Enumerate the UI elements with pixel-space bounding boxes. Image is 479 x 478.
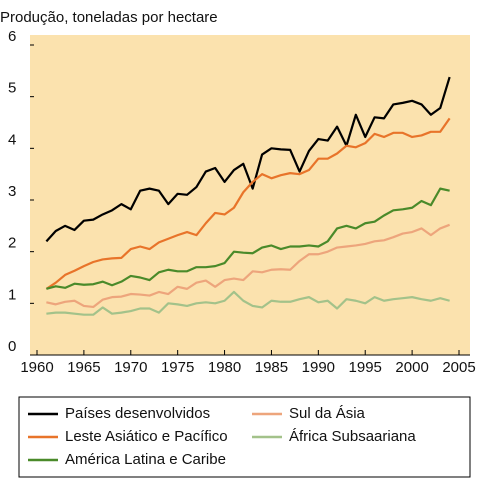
series-line bbox=[46, 290, 450, 316]
legend-box bbox=[18, 396, 471, 478]
series-line bbox=[45, 117, 451, 290]
series-line bbox=[46, 187, 450, 290]
x-tick-label: 1970 bbox=[114, 359, 147, 376]
x-tick-label: 2005 bbox=[442, 359, 475, 376]
y-tick-label: 4 bbox=[8, 131, 16, 148]
legend-label: Sul da Ásia bbox=[289, 405, 366, 422]
legend-label: África Subsaariana bbox=[289, 428, 416, 445]
y-tick-label: 0 bbox=[8, 338, 16, 355]
series-line bbox=[46, 223, 451, 309]
y-tick-label: 5 bbox=[8, 80, 16, 97]
x-tick-label: 2000 bbox=[395, 359, 428, 376]
legend-label: Países desenvolvidos bbox=[65, 405, 210, 422]
x-tick-label: 1985 bbox=[255, 359, 288, 376]
x-tick-label: 1965 bbox=[67, 359, 100, 376]
x-tick-label: 1975 bbox=[161, 359, 194, 376]
y-tick-label: 1 bbox=[8, 286, 16, 303]
y-tick-label: 6 bbox=[8, 28, 16, 45]
chart-title: Produção, toneladas por hectare bbox=[0, 9, 218, 26]
y-tick-label: 3 bbox=[8, 183, 16, 200]
x-tick-label: 1990 bbox=[302, 359, 335, 376]
x-tick-label: 1960 bbox=[20, 359, 53, 376]
series-line bbox=[45, 76, 451, 243]
x-tick-label: 1980 bbox=[208, 359, 241, 376]
x-tick-label: 1995 bbox=[349, 359, 382, 376]
plot-background bbox=[30, 35, 470, 355]
y-tick-label: 2 bbox=[8, 235, 16, 252]
legend-label: América Latina e Caribe bbox=[65, 451, 226, 468]
legend-label: Leste Asiático e Pacífico bbox=[65, 428, 228, 445]
